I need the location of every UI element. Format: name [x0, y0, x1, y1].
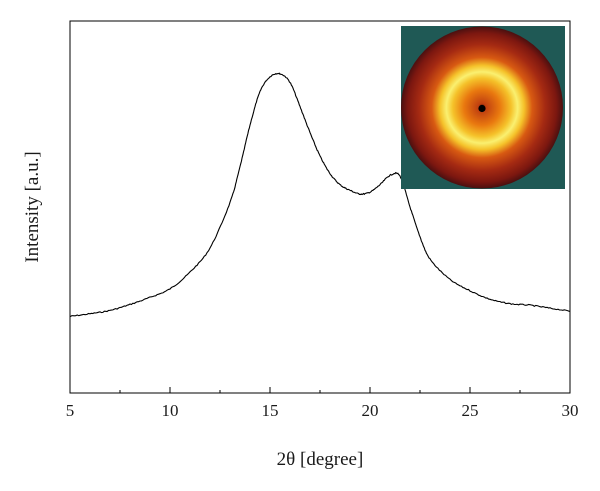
- x-tick-label: 25: [462, 401, 479, 420]
- x-axis-tick-labels: 5 10 15 20 25 30: [66, 401, 579, 420]
- saxs-pattern-inset: [401, 26, 565, 189]
- x-axis-minor-ticks: [119, 390, 521, 393]
- x-tick-label: 10: [162, 401, 179, 420]
- beam-stop-dot: [478, 104, 486, 113]
- x-tick-label: 20: [362, 401, 379, 420]
- diffraction-curve: [69, 72, 571, 317]
- x-tick-label: 5: [66, 401, 75, 420]
- x-tick-label: 30: [562, 401, 579, 420]
- y-axis-title: Intensity [a.u.]: [22, 151, 43, 262]
- x-axis-ticks: [69, 387, 571, 393]
- x-axis-title: 2θ [degree]: [277, 449, 364, 470]
- x-tick-label: 15: [262, 401, 279, 420]
